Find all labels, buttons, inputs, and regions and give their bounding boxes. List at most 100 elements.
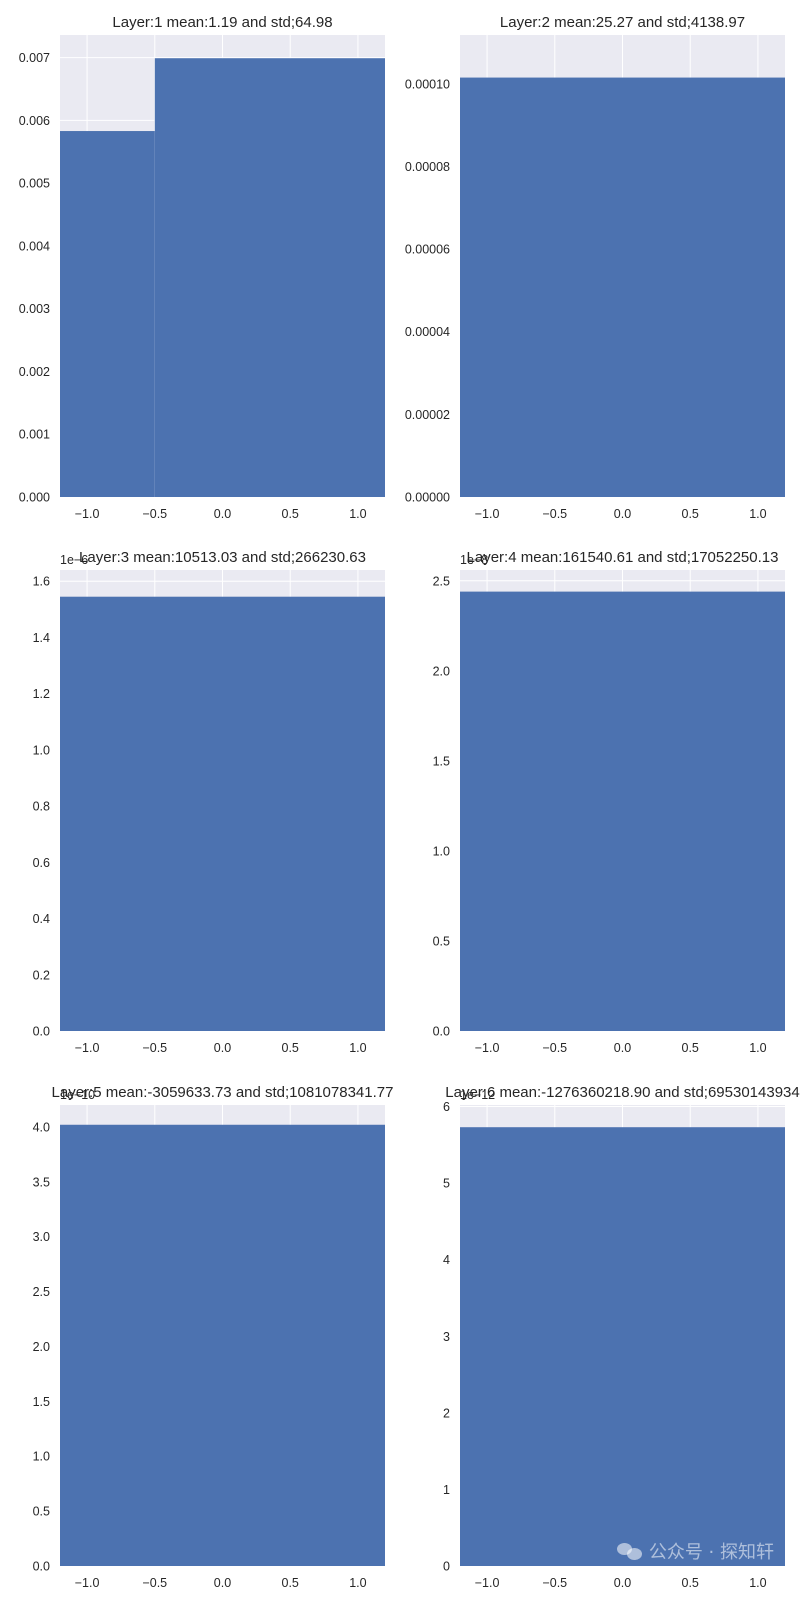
- y-tick-label: 0.007: [19, 51, 50, 65]
- y-tick-label: 0.00006: [405, 243, 450, 257]
- y-tick-label: 4.0: [33, 1120, 50, 1134]
- bars: [60, 58, 385, 497]
- y-tick-label: 4: [443, 1253, 450, 1267]
- y-tick-label: 0: [443, 1560, 450, 1574]
- x-tick-label: −1.0: [475, 1041, 500, 1055]
- x-tick-label: −1.0: [75, 1041, 100, 1055]
- y-tick-label: 1: [443, 1483, 450, 1497]
- chart-title: Layer:4 mean:161540.61 and std;17052250.…: [467, 549, 779, 566]
- chart-title: Layer:2 mean:25.27 and std;4138.97: [500, 14, 745, 31]
- y-tick-label: 1.6: [33, 575, 50, 589]
- x-tick-label: 0.5: [682, 1041, 699, 1055]
- y-tick-label: 0.0: [33, 1560, 50, 1574]
- bars: [460, 1127, 785, 1566]
- x-tick-label: −0.5: [142, 1041, 167, 1055]
- y-tick-label: 0.5: [33, 1505, 50, 1519]
- chart-title: Layer:3 mean:10513.03 and std;266230.63: [79, 549, 366, 566]
- watermark-text: 公众号 · 探知轩: [648, 1542, 774, 1563]
- histogram-bar: [60, 131, 155, 497]
- subplot-3: Layer:3 mean:10513.03 and std;266230.63 −…: [33, 549, 385, 1055]
- x-tick-label: 0.5: [282, 1576, 299, 1590]
- watermark: 公众号 · 探知轩: [616, 1538, 774, 1564]
- y-tick-label: 0.0: [33, 1025, 50, 1039]
- y-tick-label: 1.0: [33, 1450, 50, 1464]
- y-tick-label: 6: [443, 1100, 450, 1114]
- wechat-icon: [616, 1541, 643, 1561]
- x-tick-label: −0.5: [542, 507, 567, 521]
- y-tick-label: 0.6: [33, 856, 50, 870]
- y-tick-label: 0.00004: [405, 325, 450, 339]
- histogram-bar: [460, 77, 785, 497]
- y-tick-label: 1.4: [33, 631, 50, 645]
- x-tick-label: 0.5: [282, 1041, 299, 1055]
- x-tick-label: 0.0: [614, 1041, 631, 1055]
- y-tick-label: 2: [443, 1406, 450, 1420]
- x-tick-label: −0.5: [142, 507, 167, 521]
- x-tick-label: 1.0: [749, 507, 766, 521]
- y-tick-label: 1.2: [33, 687, 50, 701]
- y-tick-label: 0.004: [19, 239, 50, 253]
- x-tick-label: −1.0: [475, 1576, 500, 1590]
- x-tick-label: 0.0: [214, 1041, 231, 1055]
- x-tick-label: −0.5: [542, 1576, 567, 1590]
- x-tick-label: −1.0: [75, 507, 100, 521]
- y-offset-label: 1e−6: [60, 553, 88, 567]
- histogram-bar: [460, 1127, 785, 1566]
- histogram-bar: [154, 58, 385, 497]
- y-tick-label: 0.00000: [405, 491, 450, 505]
- histogram-bar: [60, 1124, 385, 1566]
- bars: [60, 596, 385, 1031]
- y-tick-label: 2.0: [433, 664, 450, 678]
- y-tick-label: 5: [443, 1177, 450, 1191]
- y-tick-label: 2.5: [433, 574, 450, 588]
- x-tick-label: 0.0: [614, 507, 631, 521]
- x-tick-label: 0.0: [214, 507, 231, 521]
- y-offset-label: 1e−8: [460, 553, 488, 567]
- chart-title: Layer:1 mean:1.19 and std;64.98: [112, 14, 332, 31]
- subplot-6: Layer:6 mean:-1276360218.90 and std;6953…: [443, 1084, 800, 1590]
- y-tick-label: 3.5: [33, 1175, 50, 1189]
- subplot-4: Layer:4 mean:161540.61 and std;17052250.…: [433, 549, 785, 1055]
- x-tick-label: −1.0: [75, 1576, 100, 1590]
- histogram-bar: [60, 596, 385, 1031]
- x-tick-label: 1.0: [349, 507, 366, 521]
- x-tick-label: 1.0: [749, 1576, 766, 1590]
- x-tick-label: −0.5: [142, 1576, 167, 1590]
- y-tick-label: 0.2: [33, 968, 50, 982]
- y-tick-label: 2.5: [33, 1285, 50, 1299]
- y-tick-label: 0.002: [19, 365, 50, 379]
- x-tick-label: 0.5: [682, 1576, 699, 1590]
- chart-title: Layer:5 mean:-3059633.73 and std;1081078…: [52, 1084, 394, 1101]
- subplot-1: Layer:1 mean:1.19 and std;64.98 −1.0 −0.5 0…: [19, 14, 385, 521]
- y-tick-label: 1.5: [433, 754, 450, 768]
- y-tick-label: 0.5: [433, 934, 450, 948]
- x-tick-label: 1.0: [349, 1576, 366, 1590]
- y-tick-label: 0.006: [19, 114, 50, 128]
- x-tick-label: 0.5: [282, 507, 299, 521]
- y-tick-label: 0.00008: [405, 160, 450, 174]
- y-tick-label: 2.0: [33, 1340, 50, 1354]
- y-tick-label: 0.00010: [405, 77, 450, 91]
- x-tick-label: 0.0: [214, 1576, 231, 1590]
- subplot-2: Layer:2 mean:25.27 and std;4138.97 −1.0 −0…: [405, 14, 785, 521]
- x-tick-label: 0.5: [682, 507, 699, 521]
- histogram-bar: [460, 591, 785, 1031]
- y-tick-label: 0.00002: [405, 408, 450, 422]
- y-tick-label: 0.4: [33, 912, 50, 926]
- y-offset-label: 1e−10: [60, 1088, 95, 1102]
- x-tick-label: 0.0: [614, 1576, 631, 1590]
- y-tick-label: 0.0: [433, 1025, 450, 1039]
- y-offset-label: 1e−12: [460, 1088, 495, 1102]
- y-tick-label: 1.5: [33, 1395, 50, 1409]
- y-tick-label: 0.8: [33, 800, 50, 814]
- x-tick-label: −0.5: [542, 1041, 567, 1055]
- subplot-5: Layer:5 mean:-3059633.73 and std;1081078…: [33, 1084, 394, 1590]
- y-tick-label: 0.000: [19, 491, 50, 505]
- y-tick-label: 1.0: [433, 844, 450, 858]
- x-tick-label: −1.0: [475, 507, 500, 521]
- y-tick-label: 1.0: [33, 743, 50, 757]
- bars: [460, 591, 785, 1031]
- x-tick-label: 1.0: [349, 1041, 366, 1055]
- y-tick-label: 3: [443, 1330, 450, 1344]
